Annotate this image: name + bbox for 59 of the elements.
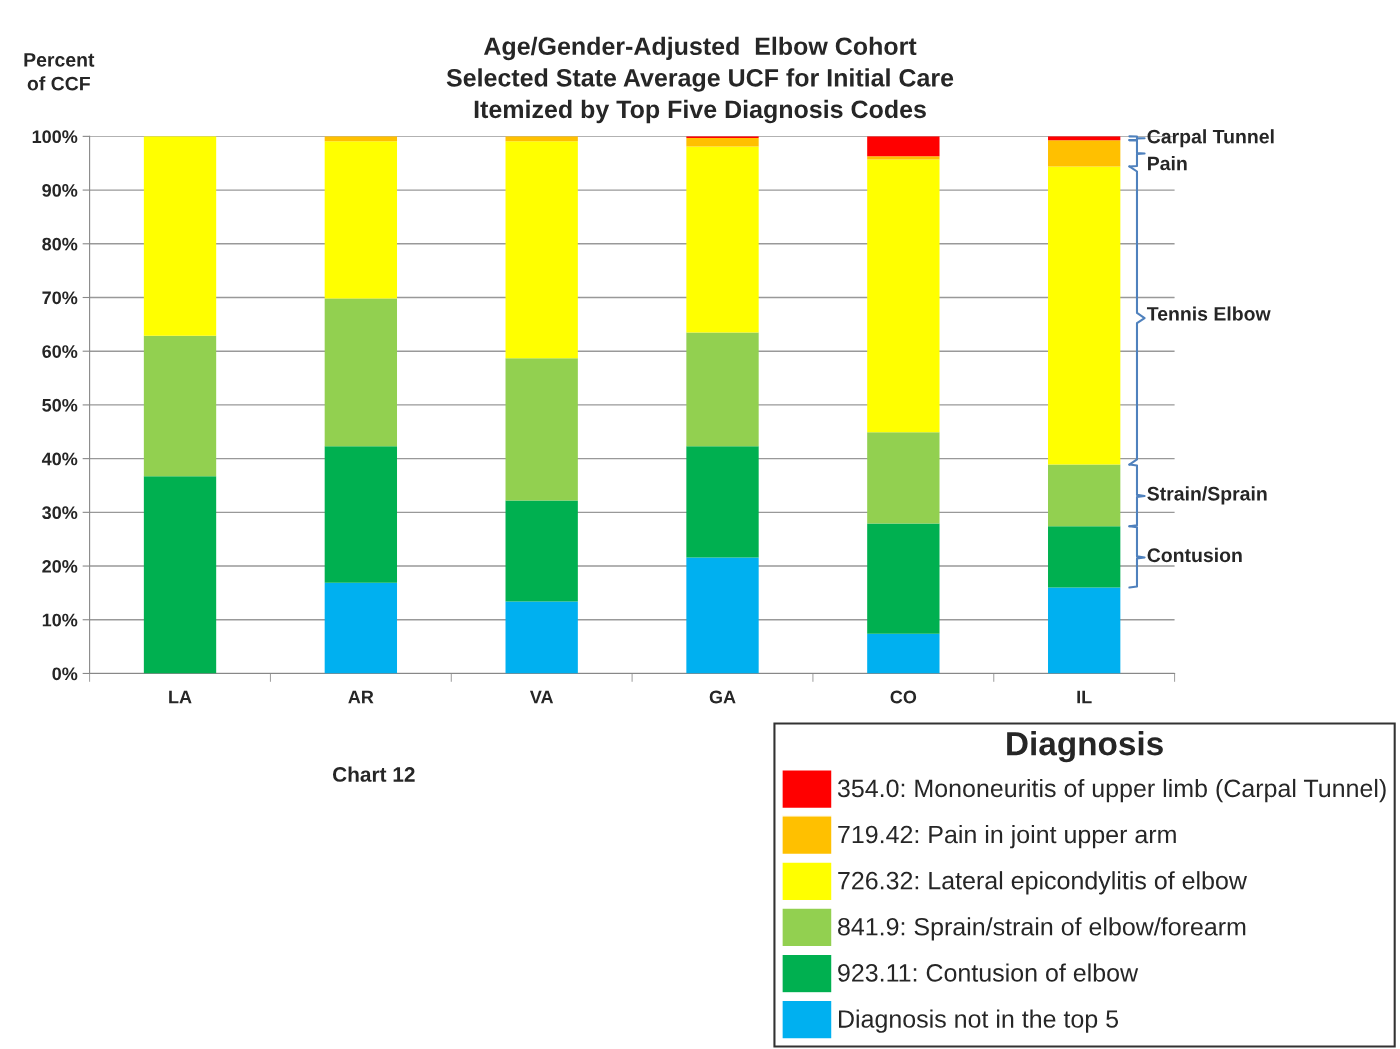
bar <box>505 601 578 674</box>
y-tick-label: 80% <box>42 237 78 251</box>
legend-label: 841.9: Sprain/strain of elbow/forearm <box>838 917 1246 941</box>
bar <box>324 582 398 674</box>
bar <box>324 298 398 447</box>
legend-label: 923.11: Contusion of elbow <box>838 963 1139 982</box>
legend-label: Diagnosis not in the top 5 <box>839 1009 1119 1033</box>
y-tick-label: 70% <box>42 291 78 305</box>
annotation: Pain <box>1148 156 1187 171</box>
bar <box>505 358 578 501</box>
legend-title: Diagnosis <box>1007 731 1163 763</box>
legend-label: 354.0: Mononeuritis of upper limb (Carpal Tunnel) <box>837 778 1386 803</box>
x-tick-label: LA <box>169 690 192 704</box>
x-tick-label: IL <box>1077 690 1092 704</box>
bar <box>686 332 759 447</box>
x-tick-label: VA <box>529 690 554 704</box>
y-axis-title: Percent of CCF <box>24 53 95 91</box>
bar <box>867 159 940 433</box>
bar <box>867 136 940 157</box>
caption: Chart 12 <box>332 766 415 782</box>
bar <box>1048 526 1121 588</box>
bar <box>867 432 940 524</box>
y-tick-label: 100% <box>32 130 78 144</box>
y-tick-label: 60% <box>42 345 78 358</box>
legend-label: 719.42: Pain in joint upper arm <box>838 825 1176 849</box>
annotation: Tennis Elbow <box>1146 306 1271 321</box>
bar <box>686 446 759 558</box>
bar <box>324 446 398 583</box>
bar <box>686 146 759 333</box>
bar <box>686 557 759 674</box>
bar <box>143 476 217 674</box>
bar <box>143 335 217 477</box>
bar <box>686 137 759 147</box>
y-tick-label: 50% <box>42 398 78 412</box>
bar <box>1048 464 1121 527</box>
annotation: Strain/Sprain <box>1147 486 1267 505</box>
bar <box>867 156 940 160</box>
x-tick-label: GA <box>709 690 736 704</box>
annotation: Contusion <box>1147 547 1242 563</box>
bar <box>1048 166 1121 465</box>
bar <box>867 633 940 674</box>
bar <box>1048 140 1121 167</box>
bar <box>505 141 578 359</box>
x-tick-label: CO <box>890 690 917 704</box>
chart-title: Age/Gender-Adjusted Elbow Cohort Selected State Average UCF for Initial Care Itemized by Top Five Diagnosis Codes <box>446 36 954 124</box>
y-tick-label: 90% <box>42 184 78 197</box>
bar <box>505 500 578 602</box>
bar <box>143 136 217 336</box>
x-tick-label: AR <box>348 690 374 704</box>
y-tick-label: 40% <box>41 452 78 466</box>
y-tick-label: 10% <box>42 613 78 627</box>
y-tick-label: 0% <box>52 667 78 681</box>
y-tick-label: 20% <box>42 559 78 573</box>
bar <box>1048 587 1121 674</box>
legend-label: 726.32: Lateral epicondylitis of elbow <box>838 871 1247 895</box>
bar <box>867 523 940 634</box>
annotation: Carpal Tunnel <box>1147 129 1274 148</box>
y-tick-label: 30% <box>42 506 78 520</box>
bar <box>324 141 398 299</box>
